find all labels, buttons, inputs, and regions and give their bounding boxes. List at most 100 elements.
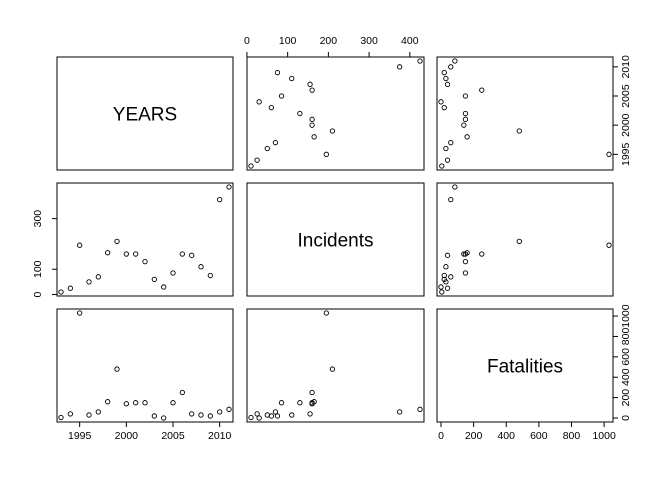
data-point bbox=[444, 81, 451, 87]
data-point bbox=[443, 264, 449, 270]
data-point bbox=[217, 197, 223, 203]
data-point bbox=[151, 276, 157, 282]
data-point bbox=[479, 87, 485, 93]
data-point bbox=[462, 270, 469, 276]
data-point bbox=[441, 276, 447, 282]
data-point bbox=[444, 285, 451, 291]
diagonal-label-incidents: Incidents bbox=[297, 231, 373, 252]
data-point bbox=[452, 58, 458, 64]
data-point bbox=[105, 250, 111, 256]
data-point bbox=[254, 157, 260, 163]
data-point bbox=[461, 251, 467, 257]
data-point bbox=[151, 413, 157, 419]
top-tick-label: 0 bbox=[244, 35, 250, 47]
data-point bbox=[443, 75, 449, 82]
panel-years-vs-incidents bbox=[246, 56, 425, 171]
data-point bbox=[77, 242, 83, 248]
panel-frame bbox=[246, 182, 425, 297]
data-point bbox=[479, 251, 485, 257]
data-point bbox=[217, 409, 223, 415]
panel-fatalities-vs-fatalities: Fatalities bbox=[436, 308, 614, 423]
x-tick-label: 2005 bbox=[161, 430, 185, 442]
data-point bbox=[297, 400, 303, 406]
data-point bbox=[248, 163, 254, 169]
data-point bbox=[264, 145, 270, 152]
panel-incidents-vs-years bbox=[56, 182, 234, 297]
data-point bbox=[67, 411, 73, 417]
data-point bbox=[226, 406, 232, 412]
x-tick-label: 800 bbox=[563, 430, 581, 442]
data-point bbox=[58, 289, 64, 295]
data-point bbox=[272, 409, 279, 415]
right-tick-label: 1000 bbox=[620, 304, 632, 328]
data-point bbox=[272, 140, 279, 146]
data-point bbox=[268, 105, 275, 111]
data-point bbox=[444, 252, 451, 258]
x-tick-label: 1000 bbox=[592, 430, 616, 442]
data-point bbox=[274, 413, 281, 419]
data-point bbox=[207, 413, 213, 419]
data-point bbox=[307, 411, 313, 417]
data-point bbox=[516, 128, 522, 134]
data-point bbox=[179, 251, 185, 257]
panel-frame bbox=[246, 56, 425, 171]
data-point bbox=[170, 270, 176, 276]
data-point bbox=[179, 389, 185, 396]
x-tick-label: 2000 bbox=[115, 430, 139, 442]
data-point bbox=[452, 184, 458, 190]
data-point bbox=[462, 93, 469, 99]
top-tick-label: 400 bbox=[401, 35, 419, 47]
data-point bbox=[439, 163, 445, 169]
data-point bbox=[226, 184, 232, 190]
data-point bbox=[438, 99, 444, 105]
top-tick-label: 100 bbox=[279, 35, 297, 47]
top-tick-label: 300 bbox=[360, 35, 378, 47]
data-point bbox=[448, 197, 454, 203]
x-tick-label: 0 bbox=[438, 430, 444, 442]
panel-fatalities-vs-years bbox=[56, 308, 234, 423]
data-point bbox=[248, 414, 254, 421]
data-point bbox=[58, 414, 64, 421]
data-point bbox=[123, 251, 129, 257]
data-point bbox=[464, 134, 470, 140]
data-point bbox=[170, 400, 176, 406]
x-tick-label: 400 bbox=[497, 430, 515, 442]
data-point bbox=[309, 87, 315, 93]
right-tick-label: 600 bbox=[620, 348, 632, 366]
data-point bbox=[133, 400, 139, 406]
left-tick-label: 300 bbox=[32, 210, 44, 228]
data-point bbox=[268, 413, 275, 419]
data-point bbox=[441, 105, 447, 111]
data-point bbox=[297, 110, 303, 117]
data-point bbox=[323, 310, 329, 316]
x-tick-label: 200 bbox=[465, 430, 483, 442]
data-point bbox=[462, 258, 469, 265]
data-point bbox=[441, 272, 447, 279]
data-point bbox=[123, 401, 129, 407]
data-point bbox=[77, 310, 83, 316]
panel-fatalities-vs-incidents bbox=[246, 308, 425, 423]
data-point bbox=[278, 93, 285, 99]
data-point bbox=[189, 252, 195, 258]
data-point bbox=[95, 274, 101, 280]
data-point bbox=[161, 284, 167, 290]
data-point bbox=[462, 251, 469, 257]
data-point bbox=[444, 157, 451, 163]
data-point bbox=[254, 411, 260, 417]
data-point bbox=[323, 151, 329, 157]
panel-frame bbox=[436, 308, 614, 423]
data-point bbox=[309, 122, 315, 128]
data-point bbox=[114, 366, 120, 372]
panel-years-vs-years: YEARS bbox=[56, 56, 234, 171]
data-point bbox=[441, 70, 447, 76]
data-point bbox=[198, 412, 204, 418]
data-point bbox=[289, 75, 295, 82]
panel-frame bbox=[56, 56, 234, 171]
right-tick-label: 2000 bbox=[620, 113, 632, 137]
panel-frame bbox=[246, 308, 425, 423]
right-tick-label: 200 bbox=[620, 389, 632, 407]
data-point bbox=[198, 264, 204, 270]
data-point bbox=[309, 389, 315, 396]
x-tick-label: 2010 bbox=[208, 430, 232, 442]
